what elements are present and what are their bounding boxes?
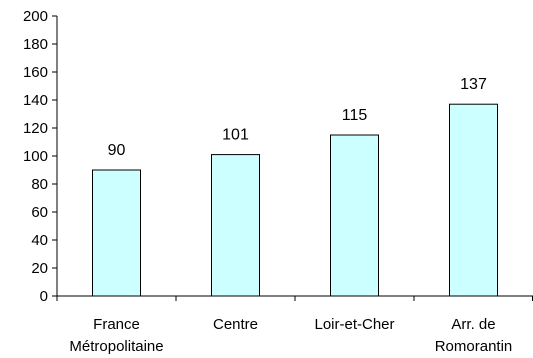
y-tick-label: 160: [23, 64, 48, 81]
x-axis: [57, 296, 533, 301]
y-tick-label: 140: [23, 92, 48, 109]
y-tick-label: 100: [23, 148, 48, 165]
bars: [93, 104, 498, 296]
x-category-label: Centre: [213, 316, 258, 333]
y-axis: 0 20 40 60 80 100 120 140 160 180 200: [23, 8, 57, 305]
bar: [212, 155, 260, 296]
x-category-label: Arr. de: [451, 316, 495, 333]
x-category-label: Loir-et-Cher: [314, 316, 394, 333]
bar-value-label: 101: [222, 127, 249, 144]
y-tick-label: 40: [31, 232, 48, 249]
bar: [93, 170, 141, 296]
bar: [331, 135, 379, 296]
bar: [450, 104, 498, 296]
x-category-label: Métropolitaine: [69, 338, 163, 355]
bar-value-label: 137: [460, 76, 487, 93]
y-tick-label: 200: [23, 8, 48, 25]
y-tick-label: 0: [40, 288, 48, 305]
y-tick-label: 20: [31, 260, 48, 277]
data-labels: 90 101 115 137: [108, 76, 487, 159]
category-labels: France Métropolitaine Centre Loir-et-Cher Ar…: [69, 316, 512, 355]
y-tick-label: 180: [23, 36, 48, 53]
y-tick-label: 60: [31, 204, 48, 221]
y-tick-label: 120: [23, 120, 48, 137]
bar-value-label: 90: [108, 142, 126, 159]
bar-value-label: 115: [342, 107, 368, 124]
x-category-label: Romorantin: [435, 338, 513, 355]
x-category-label: France: [93, 316, 140, 333]
y-tick-label: 80: [31, 176, 48, 193]
